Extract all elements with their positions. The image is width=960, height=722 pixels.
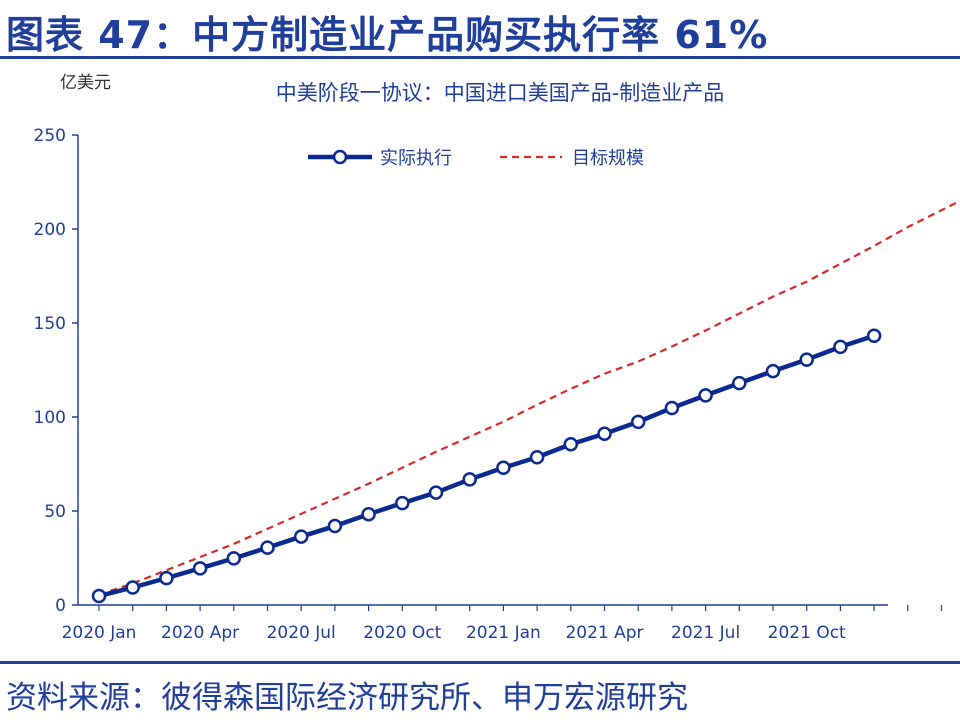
series-actual-point	[765, 363, 781, 379]
series-actual-point	[462, 472, 477, 487]
series-actual-point	[327, 518, 343, 534]
y-tick-label: 0	[55, 596, 66, 616]
series-actual-point	[630, 414, 646, 430]
y-tick-label: 200	[34, 220, 66, 240]
axes: 0 50 100 150 200 250 2020 Jan 2020 Apr 2020 Jul 2…	[34, 126, 943, 643]
series-actual-point	[192, 561, 208, 576]
series-actual-point	[529, 449, 545, 465]
series-actual-point	[698, 388, 713, 403]
line-chart: 中美阶段一协议：中国进口美国产品-制造业产品 亿美元 实际执行 目标规模 0 50 1…	[34, 73, 960, 643]
series-actual-point	[361, 506, 376, 522]
y-tick-label: 50	[44, 502, 66, 522]
series-actual-point	[799, 352, 814, 367]
x-tick-label: 2020 Oct	[363, 623, 441, 643]
y-axis-label: 亿美元	[60, 73, 111, 93]
figure-title: 图表 47：中方制造业产品购买执行率 61%	[6, 13, 769, 57]
series-target-line	[98, 199, 960, 596]
series-actual-line	[98, 333, 875, 599]
series-actual-point	[597, 426, 612, 441]
x-tick-label: 2020 Jan	[62, 623, 137, 643]
series-actual-point	[125, 580, 140, 595]
series-actual-point	[159, 570, 174, 586]
x-tick-label: 2020 Apr	[161, 623, 239, 643]
y-tick-label: 150	[34, 314, 66, 334]
x-tick-label: 2021 Oct	[768, 623, 846, 643]
x-tick-label: 2021 Apr	[565, 623, 643, 643]
legend: 实际执行 目标规模	[308, 148, 644, 169]
top-divider	[0, 56, 960, 59]
legend-target-label: 目标规模	[572, 148, 644, 169]
bottom-divider	[0, 661, 960, 664]
x-tick-label: 2021 Jul	[671, 623, 740, 643]
legend-actual-marker	[332, 149, 348, 165]
series-actual-point	[260, 540, 275, 555]
y-tick-label: 100	[34, 408, 66, 428]
series-layer	[91, 199, 960, 604]
x-tick-label: 2021 Jan	[466, 623, 541, 643]
series-actual-point	[866, 328, 882, 344]
x-tick-label: 2020 Jul	[267, 623, 336, 643]
series-actual-point	[428, 485, 444, 500]
series-actual-point	[293, 529, 309, 544]
series-actual-point	[395, 495, 410, 511]
series-actual-point	[563, 437, 579, 452]
series-actual-point	[732, 375, 747, 391]
series-actual-point	[226, 551, 242, 566]
chart-title: 中美阶段一协议：中国进口美国产品-制造业产品	[276, 81, 725, 105]
y-tick-label: 250	[34, 126, 66, 146]
series-actual-point	[833, 339, 848, 355]
legend-actual-label: 实际执行	[380, 148, 452, 169]
source-note: 资料来源：彼得森国际经济研究所、申万宏源研究	[6, 680, 688, 716]
series-actual-point	[664, 400, 680, 416]
series-actual-point	[91, 588, 107, 604]
series-actual-point	[496, 460, 511, 476]
